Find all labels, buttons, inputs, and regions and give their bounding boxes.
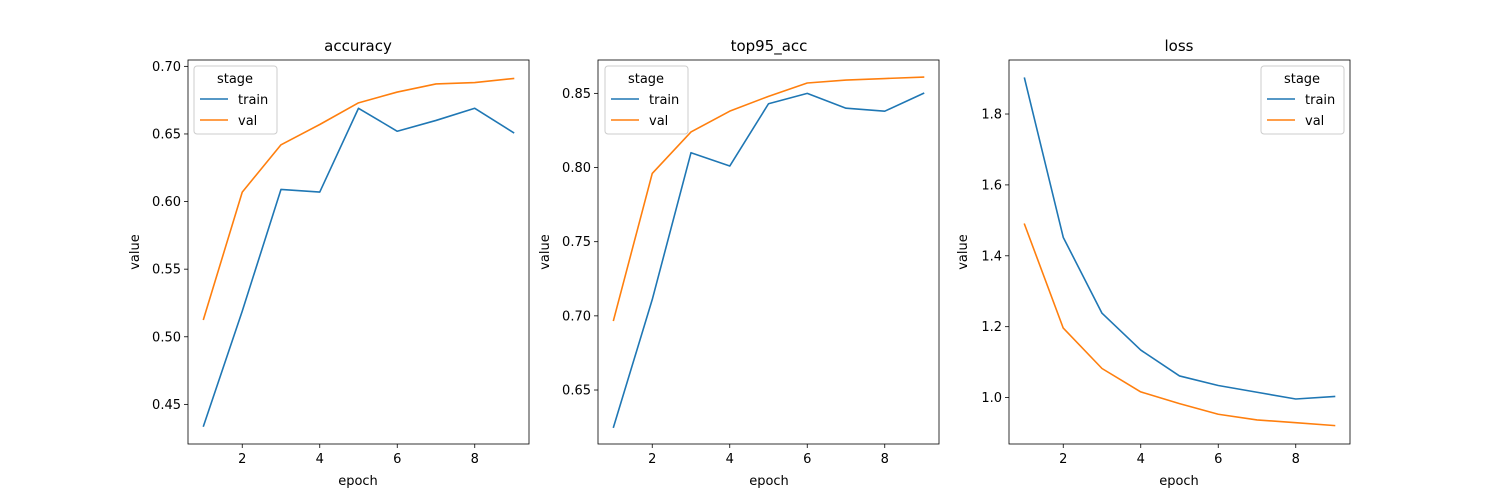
x-tick-label: 4 [316, 452, 324, 467]
x-tick-label: 2 [238, 452, 246, 467]
legend-label-train: train [649, 93, 679, 108]
x-tick-label: 4 [726, 452, 734, 467]
axes-frame [1008, 59, 1351, 445]
y-tick-label: 1.8 [981, 108, 1002, 123]
y-tick-label: 1.0 [981, 391, 1002, 406]
top95-acc-panel: top95_acc 2 4 6 8 0.65 0.70 0.75 0.80 0.85 epoch… [538, 37, 940, 489]
legend-title: stage [628, 72, 664, 87]
x-tick-label: 6 [1214, 452, 1222, 467]
x-tick-label: 2 [648, 452, 656, 467]
x-tick-label: 8 [881, 452, 889, 467]
plot-area: 2 4 6 8 0.45 0.50 0.55 0.60 0.65 0.70 [152, 60, 515, 467]
legend-label-train: train [1305, 93, 1335, 108]
y-tick-label: 0.70 [152, 60, 181, 75]
y-axis-label: value [956, 234, 971, 270]
chart-title: loss [1165, 37, 1194, 55]
y-tick-label: 1.2 [981, 320, 1002, 335]
axes-frame [187, 59, 530, 445]
y-tick-label: 0.65 [152, 127, 181, 142]
chart-title: accuracy [324, 37, 392, 55]
accuracy-panel: accuracy 2 4 6 8 0.45 0.50 0.55 0.60 0.65 0.70 ep… [128, 37, 530, 489]
y-axis-label: value [128, 234, 143, 270]
series-line-train [202, 107, 515, 428]
y-tick-label: 0.80 [562, 161, 591, 176]
legend-label-val: val [1305, 114, 1324, 129]
y-tick-label: 0.45 [152, 398, 181, 413]
x-tick-label: 8 [471, 452, 479, 467]
y-tick-label: 0.65 [562, 384, 591, 399]
legend: stage train val [193, 65, 278, 135]
loss-panel: loss 2 4 6 8 1.0 1.2 1.4 1.6 1.8 epoch value sta… [956, 37, 1351, 489]
legend-label-val: val [649, 114, 668, 129]
legend-box [604, 65, 689, 135]
series-line-train [1023, 77, 1336, 400]
y-tick-label: 0.50 [152, 330, 181, 345]
y-tick-label: 0.70 [562, 309, 591, 324]
series-line-val [612, 76, 925, 322]
legend-title: stage [1284, 72, 1320, 87]
plot-area: 2 4 6 8 1.0 1.2 1.4 1.6 1.8 [981, 77, 1336, 467]
x-tick-label: 2 [1059, 452, 1067, 467]
x-tick-label: 6 [803, 452, 811, 467]
legend: stage train val [604, 65, 689, 135]
legend-box [1260, 65, 1345, 135]
axes-frame [597, 59, 940, 445]
y-tick-label: 1.4 [981, 249, 1002, 264]
x-axis-label: epoch [1159, 474, 1199, 489]
plot-area: 2 4 6 8 0.65 0.70 0.75 0.80 0.85 [562, 76, 925, 467]
x-tick-label: 6 [393, 452, 401, 467]
y-tick-label: 0.55 [152, 263, 181, 278]
chart-title: top95_acc [731, 37, 808, 56]
y-tick-label: 0.75 [562, 235, 591, 250]
x-tick-label: 8 [1292, 452, 1300, 467]
legend-box [193, 65, 278, 135]
y-tick-label: 1.6 [981, 178, 1002, 193]
series-line-val [202, 77, 515, 321]
series-line-val [1023, 223, 1336, 427]
legend-title: stage [217, 72, 253, 87]
legend: stage train val [1260, 65, 1345, 135]
legend-label-train: train [238, 93, 268, 108]
y-tick-label: 0.85 [562, 87, 591, 102]
legend-label-val: val [238, 114, 257, 129]
x-axis-label: epoch [338, 474, 378, 489]
series-line-train [612, 92, 925, 429]
y-tick-label: 0.60 [152, 195, 181, 210]
x-axis-label: epoch [749, 474, 789, 489]
y-axis-label: value [538, 234, 553, 270]
x-tick-label: 4 [1137, 452, 1145, 467]
